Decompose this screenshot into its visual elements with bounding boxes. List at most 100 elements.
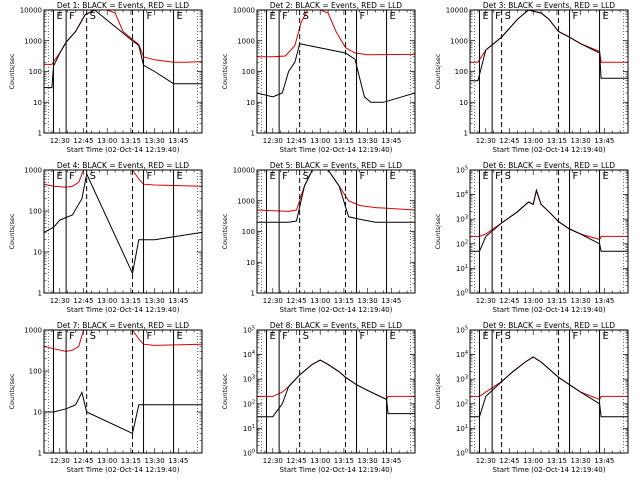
y-tick-label: 100 xyxy=(29,368,42,376)
marker-label: E xyxy=(56,171,62,182)
y-tick-label: 105 xyxy=(243,326,255,335)
x-axis-label: Start Time (02-Oct-14 12:19:40) xyxy=(67,466,180,474)
marker-label: E xyxy=(482,331,488,342)
x-tick-label: 12:45 xyxy=(499,137,519,145)
y-axis-label: Counts/sec xyxy=(221,53,229,89)
y-tick-label: 104 xyxy=(243,350,255,359)
marker-label: F xyxy=(360,331,366,342)
marker-label: E xyxy=(603,171,609,182)
x-tick-label: 13:15 xyxy=(121,297,141,305)
x-axis-label: Start Time (02-Oct-14 12:19:40) xyxy=(67,306,180,314)
y-axis-label: Counts/sec xyxy=(8,53,16,89)
marker-label: F xyxy=(495,11,501,22)
x-tick-label: 12:30 xyxy=(476,457,496,465)
x-tick-label: 13:15 xyxy=(547,457,567,465)
plot-frame xyxy=(256,9,416,134)
x-tick-label: 12:45 xyxy=(286,457,306,465)
marker-label: E xyxy=(390,171,396,182)
marker-label: F xyxy=(360,171,366,182)
series-line-black xyxy=(44,10,202,89)
x-tick-label: 13:45 xyxy=(594,137,614,145)
marker-label: F xyxy=(69,11,75,22)
y-tick-label: 100 xyxy=(29,68,42,76)
y-tick-label: 104 xyxy=(456,350,468,359)
y-tick-label: 100 xyxy=(242,228,255,236)
marker-label: E xyxy=(390,11,396,22)
chart-title: Det 7: BLACK = Events, RED = LLD xyxy=(57,321,189,330)
marker-label: S xyxy=(505,331,511,342)
y-axis-label: Counts/sec xyxy=(434,213,442,249)
y-tick-label: 100 xyxy=(455,68,468,76)
y-axis-label: Counts/sec xyxy=(221,373,229,409)
x-tick-label: 13:15 xyxy=(334,137,354,145)
chart-title: Det 2: BLACK = Events, RED = LLD xyxy=(270,1,402,10)
marker-label: F xyxy=(573,331,579,342)
y-tick-label: 1 xyxy=(251,130,255,138)
y-tick-label: 1000 xyxy=(24,37,42,45)
x-tick-label: 12:45 xyxy=(73,457,93,465)
marker-label: F xyxy=(147,331,153,342)
chart-title: Det 5: BLACK = Events, RED = LLD xyxy=(270,161,402,170)
y-tick-label: 1 xyxy=(251,290,255,298)
x-tick-label: 13:45 xyxy=(168,457,188,465)
x-tick-label: 13:30 xyxy=(358,457,378,465)
y-tick-label: 10000 xyxy=(233,7,255,15)
x-tick-label: 12:30 xyxy=(476,297,496,305)
x-tick-label: 13:00 xyxy=(97,297,117,305)
marker-label: E xyxy=(482,11,488,22)
x-axis-label: Start Time (02-Oct-14 12:19:40) xyxy=(280,466,393,474)
y-tick-label: 100 xyxy=(243,449,255,458)
marker-label: S xyxy=(303,11,309,22)
marker-label: F xyxy=(69,171,75,182)
x-tick-label: 13:30 xyxy=(571,457,591,465)
x-tick-label: 12:30 xyxy=(50,457,70,465)
x-tick-label: 13:30 xyxy=(145,457,165,465)
marker-label: S xyxy=(303,331,309,342)
series-line-black xyxy=(44,172,202,276)
y-tick-label: 101 xyxy=(243,424,255,433)
series-line-red xyxy=(470,356,628,401)
x-tick-label: 13:15 xyxy=(121,457,141,465)
y-tick-label: 10 xyxy=(33,249,42,257)
marker-label: E xyxy=(482,171,488,182)
plot-frame xyxy=(43,329,203,454)
series-line-red xyxy=(44,170,202,188)
y-tick-label: 1 xyxy=(38,130,42,138)
marker-label: F xyxy=(573,171,579,182)
marker-label: F xyxy=(360,11,366,22)
x-tick-label: 13:00 xyxy=(310,457,330,465)
marker-label: S xyxy=(90,11,96,22)
chart-title: Det 8: BLACK = Events, RED = LLD xyxy=(270,321,402,330)
x-tick-label: 13:15 xyxy=(547,297,567,305)
x-tick-label: 13:45 xyxy=(168,137,188,145)
y-tick-label: 100 xyxy=(456,289,468,298)
x-tick-label: 12:45 xyxy=(499,457,519,465)
plot-frame xyxy=(469,169,629,294)
x-tick-label: 12:30 xyxy=(263,137,283,145)
marker-label: S xyxy=(505,11,511,22)
series-line-black xyxy=(470,10,628,82)
x-tick-label: 12:30 xyxy=(50,137,70,145)
marker-label: E xyxy=(269,331,275,342)
series-line-black xyxy=(44,390,202,435)
marker-label: E xyxy=(269,11,275,22)
marker-label: S xyxy=(90,331,96,342)
x-axis-label: Start Time (02-Oct-14 12:19:40) xyxy=(280,146,393,154)
chart-title: Det 4: BLACK = Events, RED = LLD xyxy=(57,161,189,170)
x-tick-label: 13:30 xyxy=(145,137,165,145)
y-tick-label: 101 xyxy=(456,424,468,433)
x-tick-label: 13:00 xyxy=(523,457,543,465)
y-tick-label: 1000 xyxy=(237,197,255,205)
marker-label: S xyxy=(90,171,96,182)
y-axis-label: Counts/sec xyxy=(221,213,229,249)
series-line-red xyxy=(44,330,202,352)
marker-label: E xyxy=(177,331,183,342)
x-tick-label: 13:00 xyxy=(97,457,117,465)
y-tick-label: 102 xyxy=(456,399,468,408)
y-tick-label: 10 xyxy=(246,259,255,267)
y-tick-label: 105 xyxy=(456,166,468,175)
